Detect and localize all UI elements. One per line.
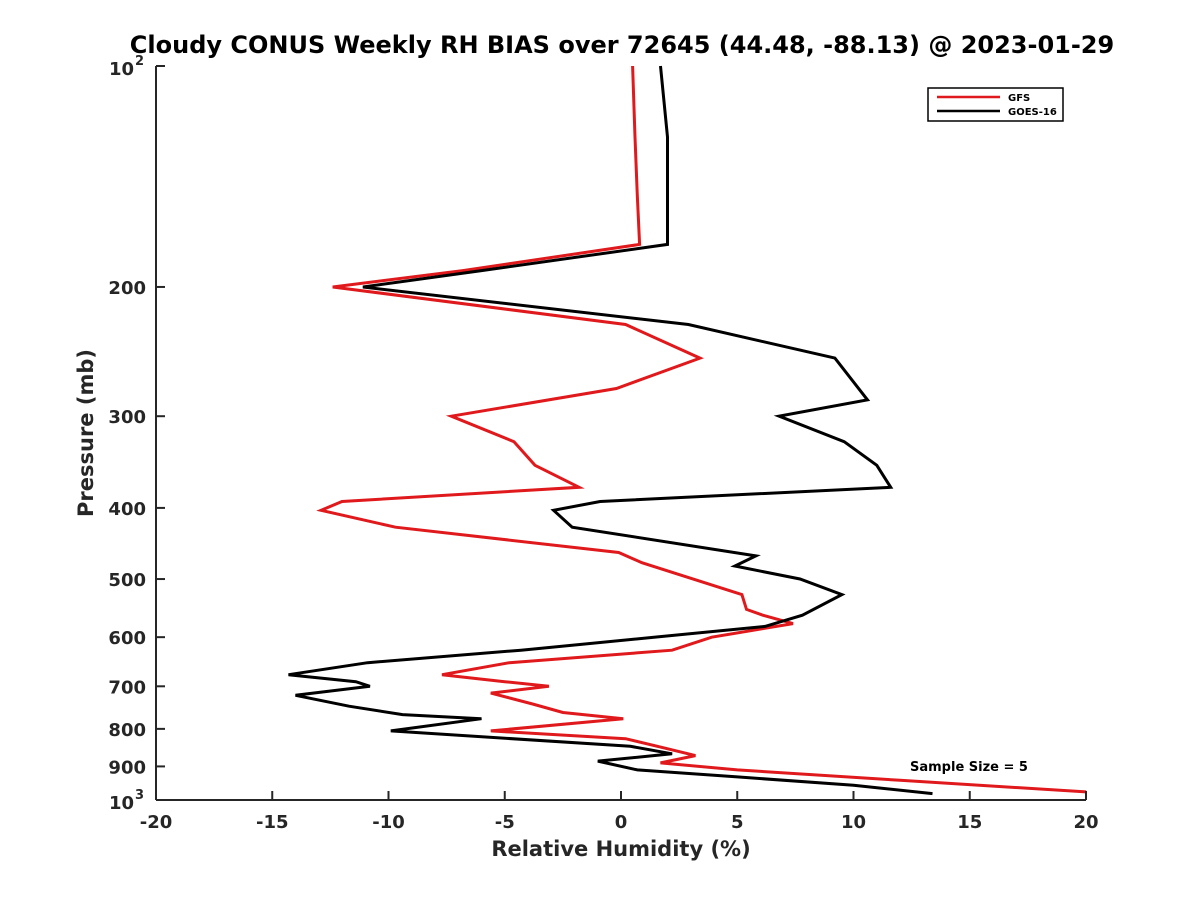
y-tick-label: 700	[108, 677, 146, 698]
legend-label-goes16: GOES-16	[1008, 107, 1057, 118]
x-tick-label: 5	[731, 812, 744, 833]
plot-area	[288, 65, 1087, 796]
y-tick-label: 600	[108, 628, 146, 649]
x-tick-label: -15	[256, 812, 289, 833]
y-tick-label: 200	[108, 278, 146, 299]
axes	[155, 65, 1087, 801]
x-axis-label: Relative Humidity (%)	[491, 837, 750, 861]
sample-size-annotation: Sample Size = 5	[910, 760, 1028, 775]
x-tick-label: -10	[372, 812, 405, 833]
y-tick-label: 300	[108, 407, 146, 428]
legend-box	[927, 87, 1064, 122]
x-tick-label: 0	[615, 812, 628, 833]
x-tick-label: -20	[140, 812, 173, 833]
y-tick-label-exponent: 2	[135, 54, 144, 69]
series-line-gfs	[316, 65, 1087, 794]
y-tick-label: 500	[108, 570, 146, 591]
y-tick-label: 800	[108, 720, 146, 741]
y-tick-label: 400	[108, 499, 146, 520]
x-tick-label: 10	[841, 812, 866, 833]
x-tick-label: -5	[495, 812, 515, 833]
legend-label-gfs: GFS	[1008, 93, 1030, 104]
y-tick-label-exponent: 3	[135, 788, 144, 803]
x-tick-label: 15	[957, 812, 982, 833]
y-tick-label: 10	[109, 59, 134, 80]
series-line-goes16	[288, 65, 933, 796]
y-tick-label: 900	[108, 757, 146, 778]
x-tick-label: 20	[1073, 812, 1098, 833]
legend: GFS GOES-16	[927, 87, 1064, 122]
y-axis-label: Pressure (mb)	[74, 349, 98, 517]
chart-title: Cloudy CONUS Weekly RH BIAS over 72645 (…	[130, 31, 1114, 59]
y-tick-label: 10	[109, 793, 134, 814]
